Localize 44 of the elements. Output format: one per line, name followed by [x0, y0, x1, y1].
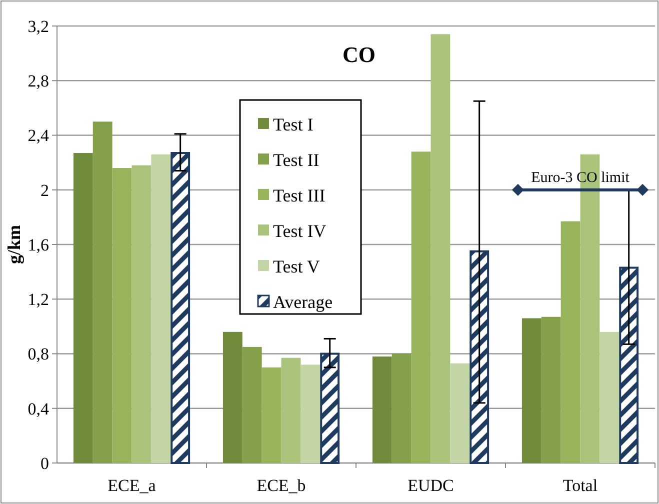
y-axis-title: g/km — [4, 224, 24, 264]
y-tick-label: 3,2 — [28, 16, 49, 36]
bar — [92, 122, 112, 463]
bar — [281, 358, 301, 463]
legend-label: Test I — [273, 114, 314, 134]
y-tick-label: 0 — [40, 454, 49, 473]
bar — [151, 154, 171, 463]
bar — [112, 168, 132, 463]
y-tick-label: 2,8 — [28, 72, 49, 91]
bar — [392, 354, 412, 463]
bar — [411, 152, 431, 463]
bar — [73, 153, 93, 463]
legend-label: Test II — [273, 150, 320, 170]
bar — [320, 352, 340, 464]
bar — [541, 316, 561, 463]
y-tick-label: 2,4 — [28, 126, 50, 146]
legend-label: Test V — [273, 256, 320, 276]
y-tick-label: 0,8 — [28, 344, 49, 364]
legend-label: Test III — [273, 185, 326, 206]
bar — [262, 367, 282, 463]
bar — [470, 250, 490, 464]
bar — [560, 221, 580, 463]
bar — [450, 363, 470, 463]
text: CO — [342, 42, 376, 67]
y-tick-label: 0,4 — [28, 399, 50, 418]
x-tick-label: EUDC — [408, 476, 454, 495]
bar — [300, 364, 320, 463]
bar — [170, 152, 190, 464]
bar — [222, 332, 242, 463]
bar — [242, 346, 262, 463]
x-tick-label: ECE_a — [108, 476, 156, 495]
bar — [522, 318, 542, 463]
y-tick-label: 2 — [40, 180, 49, 200]
x-tick-label: Total — [562, 476, 598, 495]
bar — [430, 34, 450, 463]
bar — [372, 356, 392, 463]
legend-label: Average — [273, 292, 333, 312]
bar — [600, 332, 620, 463]
legend-label: Test IV — [273, 220, 326, 241]
bar — [619, 266, 639, 464]
y-tick-label: 1,2 — [28, 290, 49, 310]
bar — [132, 165, 152, 463]
x-tick-label: ECE_b — [256, 476, 306, 495]
y-tick-label: 1,6 — [28, 235, 49, 254]
